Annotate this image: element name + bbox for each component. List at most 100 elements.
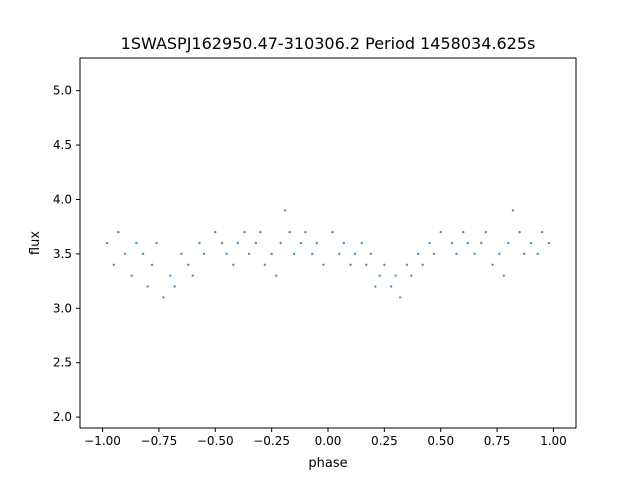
data-point (117, 230, 120, 234)
data-point (342, 241, 345, 245)
y-tick-label: 3.0 (53, 301, 72, 315)
data-point (473, 252, 476, 256)
data-point (365, 263, 368, 266)
x-tick-label: −0.75 (141, 434, 178, 448)
data-point (491, 263, 494, 266)
data-point (369, 252, 373, 256)
data-point (315, 241, 318, 245)
data-point (214, 230, 217, 234)
data-point (191, 274, 194, 277)
data-point (398, 296, 402, 299)
data-point (466, 241, 469, 245)
data-point (331, 230, 334, 234)
data-point (168, 274, 172, 277)
data-point (405, 263, 409, 266)
data-point (292, 252, 296, 256)
data-point (536, 252, 539, 256)
data-point (259, 230, 262, 234)
data-point (274, 274, 278, 277)
chart-title: 1SWASPJ162950.47-310306.2 Period 1458034… (121, 34, 536, 53)
data-point (322, 263, 325, 266)
y-tick-label: 4.0 (53, 192, 72, 206)
data-point (349, 263, 352, 266)
data-point (150, 263, 154, 266)
data-point (450, 241, 454, 245)
y-tick-label: 5.0 (53, 84, 72, 98)
data-point (410, 274, 413, 277)
y-tick-label: 2.0 (53, 410, 72, 424)
data-point (225, 252, 228, 256)
data-point (220, 241, 224, 245)
data-point (378, 274, 382, 277)
data-point (141, 252, 145, 256)
data-point (299, 241, 303, 245)
data-point (540, 230, 544, 234)
x-tick-label: −1.00 (84, 434, 121, 448)
data-point (243, 230, 246, 234)
x-axis: −1.00 −0.75 −0.50 −0.25 0.00 0.25 0.50 0.75 1.00 (84, 428, 567, 448)
data-points (105, 209, 551, 299)
data-point (502, 274, 506, 277)
data-point (155, 241, 158, 245)
data-point (130, 274, 134, 277)
data-point (507, 241, 510, 245)
data-point (236, 241, 240, 245)
data-point (518, 230, 521, 234)
x-tick-label: 0.75 (484, 434, 511, 448)
data-point (180, 252, 183, 256)
data-point (462, 230, 465, 234)
data-point (389, 285, 393, 288)
y-axis-label: flux (28, 231, 43, 255)
data-point (383, 263, 386, 266)
data-point (173, 285, 176, 288)
data-point (428, 241, 431, 245)
x-tick-label: 1.00 (540, 434, 567, 448)
y-tick-label: 4.5 (53, 138, 72, 152)
x-tick-label: 0.25 (371, 434, 398, 448)
data-point (112, 263, 116, 266)
data-point (511, 209, 515, 212)
data-point (254, 241, 258, 245)
data-point (480, 241, 483, 245)
data-point (360, 241, 364, 245)
data-point (263, 263, 267, 266)
data-point (353, 252, 357, 256)
data-point (522, 252, 526, 256)
x-tick-label: −0.25 (253, 434, 290, 448)
data-point (421, 263, 424, 266)
x-tick-label: −0.50 (197, 434, 234, 448)
data-point (198, 241, 201, 245)
data-point (484, 230, 488, 234)
y-tick-label: 2.5 (53, 356, 72, 370)
y-axis: 2.0 2.5 3.0 3.5 4.0 4.5 5.0 (53, 84, 80, 424)
data-point (547, 241, 551, 245)
data-point (432, 252, 436, 256)
data-point (288, 230, 291, 234)
x-tick-label: 0.00 (315, 434, 342, 448)
data-point (529, 241, 533, 245)
data-point (279, 241, 282, 245)
data-point (304, 230, 307, 234)
data-point (283, 209, 287, 212)
data-point (416, 252, 420, 256)
data-point (202, 252, 206, 256)
data-point (439, 230, 442, 234)
x-tick-label: 0.50 (427, 434, 454, 448)
data-point (105, 241, 109, 245)
data-point (162, 296, 165, 299)
data-point (374, 285, 377, 288)
data-point (187, 263, 190, 266)
data-point (146, 285, 149, 288)
data-point (498, 252, 501, 256)
data-point (394, 274, 397, 277)
y-tick-label: 3.5 (53, 247, 72, 261)
data-point (338, 252, 341, 256)
data-point (232, 263, 235, 266)
data-point (455, 252, 458, 256)
data-point (247, 252, 251, 256)
data-point (123, 252, 127, 256)
data-point (311, 252, 314, 256)
